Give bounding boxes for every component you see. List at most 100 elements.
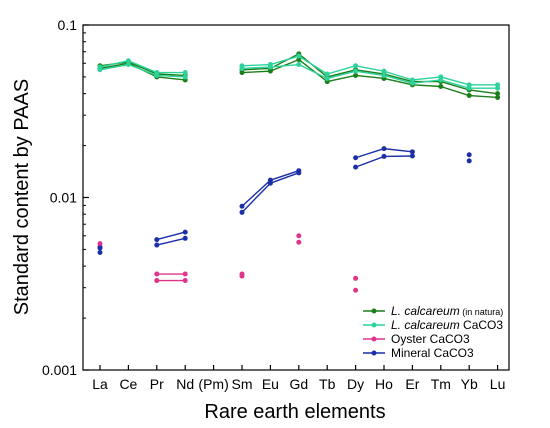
- series-line-segment: [156, 231, 186, 241]
- series-line-segment: [440, 76, 470, 86]
- data-point: [438, 84, 444, 90]
- data-point: [381, 153, 387, 159]
- series-line-segment: [412, 79, 441, 84]
- series-line-segment: [355, 65, 385, 72]
- series-3: [97, 146, 472, 255]
- data-point: [239, 203, 245, 209]
- series-line-segment: [128, 63, 158, 77]
- data-point: [409, 149, 415, 155]
- data-point: [381, 68, 387, 74]
- legend-label: Oyster CaCO3: [391, 332, 470, 346]
- x-tick-label: Ce: [119, 376, 137, 392]
- data-point: [125, 58, 131, 64]
- data-point: [182, 235, 188, 241]
- tick-group: 0.001 0.01 0.1 La Ce Pr Nd (Pm) Sm Eu Gd Tb Dy Ho Er Tm…: [42, 17, 505, 392]
- data-point: [409, 77, 415, 83]
- series-line-segment: [469, 89, 498, 95]
- series-line-segment: [156, 74, 186, 78]
- series-line-segment: [99, 62, 129, 70]
- data-point: [239, 63, 245, 69]
- data-point: [154, 70, 160, 76]
- data-point: [296, 239, 302, 245]
- series-line-segment: [355, 147, 385, 159]
- data-point: [154, 278, 160, 284]
- x-tick-label: La: [92, 376, 108, 392]
- series-line-segment: [270, 170, 300, 181]
- data-point: [495, 94, 501, 100]
- series-line-segment: [156, 237, 186, 246]
- data-point: [296, 53, 302, 59]
- series-line-segment: [440, 85, 470, 97]
- data-point: [182, 229, 188, 235]
- legend-label-main: Oyster CaCO3: [391, 332, 470, 346]
- y-axis-title: Standard content by PAAS: [11, 79, 33, 315]
- series-line-segment: [383, 74, 413, 84]
- x-tick-label: Nd: [176, 376, 194, 392]
- legend-swatch-marker: [371, 336, 377, 342]
- series-line-segment: [241, 70, 271, 74]
- series-line-segment: [440, 79, 470, 89]
- legend-label: Mineral CaCO3: [391, 346, 474, 360]
- data-point: [324, 75, 330, 81]
- series-line-segment: [241, 67, 271, 71]
- x-tick-label: Ho: [375, 376, 393, 392]
- data-point: [381, 146, 387, 152]
- data-point: [353, 164, 359, 170]
- x-tick-label: Eu: [262, 376, 279, 392]
- x-tick-label: Er: [405, 376, 419, 392]
- data-point: [182, 70, 188, 76]
- data-point: [182, 74, 188, 80]
- y-tick-label: 0.01: [50, 190, 77, 206]
- series-line-segment: [241, 179, 271, 207]
- series-line-segment: [355, 74, 385, 80]
- series-line-segment: [383, 70, 413, 81]
- data-point: [296, 170, 302, 176]
- data-point: [353, 155, 359, 161]
- legend-label-main: Mineral CaCO3: [391, 346, 474, 360]
- legend-label: L. calcareum CaCO3: [391, 318, 503, 332]
- series-group: [97, 51, 501, 293]
- x-tick-label: Lu: [490, 376, 506, 392]
- data-point: [381, 72, 387, 78]
- data-point: [154, 271, 160, 277]
- legend-swatch-marker: [371, 308, 377, 314]
- data-point: [239, 209, 245, 215]
- series-1: [97, 53, 501, 91]
- data-point: [495, 82, 501, 88]
- series-line-segment: [327, 65, 356, 75]
- series-line-segment: [469, 94, 498, 99]
- data-point: [154, 237, 160, 243]
- series-line-segment: [128, 61, 158, 75]
- data-point: [267, 62, 273, 68]
- series-line-segment: [270, 172, 300, 184]
- data-point: [324, 71, 330, 77]
- data-point: [125, 62, 131, 68]
- x-tick-label: Gd: [289, 376, 308, 392]
- x-tick-label: Tm: [431, 376, 451, 392]
- series-line-segment: [99, 60, 129, 68]
- series-line-segment: [99, 63, 129, 71]
- series-line-segment: [327, 70, 356, 80]
- series-line-segment: [327, 69, 356, 78]
- series-line-segment: [298, 59, 328, 83]
- series-line-segment: [128, 60, 158, 74]
- data-point: [466, 82, 472, 88]
- legend-label-suffix: CaCO3: [460, 318, 504, 332]
- series-line-segment: [383, 73, 413, 83]
- data-point: [466, 93, 472, 99]
- series-line-segment: [270, 55, 299, 66]
- data-point: [239, 273, 245, 279]
- data-point: [353, 68, 359, 74]
- series-line-segment: [355, 70, 385, 77]
- data-point: [97, 249, 103, 255]
- legend-swatch-marker: [371, 350, 377, 356]
- series-line-segment: [383, 77, 413, 86]
- y-tick-label: 0.1: [58, 17, 78, 33]
- data-point: [353, 287, 359, 293]
- data-point: [409, 153, 415, 159]
- series-line-segment: [440, 80, 470, 91]
- legend-label-main: L. calcareum: [391, 304, 460, 318]
- data-point: [296, 57, 302, 63]
- x-tick-label: Pr: [150, 376, 164, 392]
